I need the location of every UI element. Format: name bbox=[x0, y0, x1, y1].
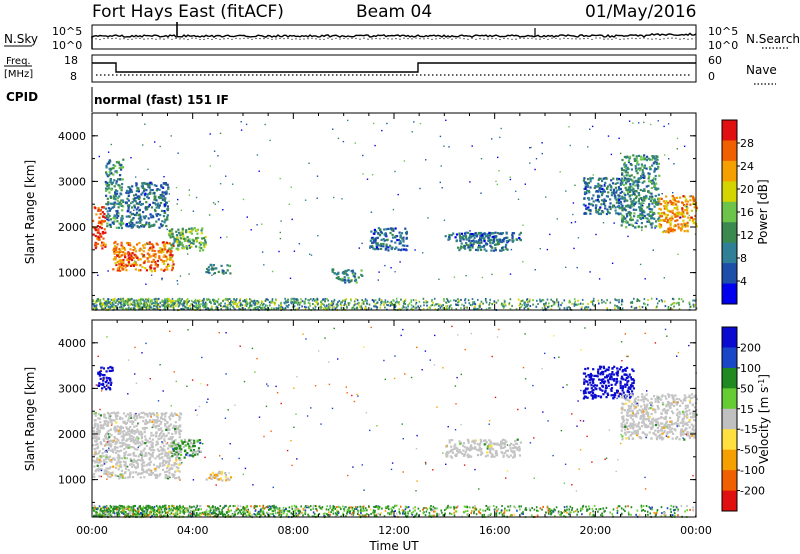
colorbar-tick-label: 20 bbox=[740, 183, 754, 196]
colorbar-segment bbox=[722, 449, 737, 471]
colorbar-tick-label: -200 bbox=[740, 485, 765, 498]
colorbar-segment bbox=[722, 429, 737, 451]
x-tick-label: 20:00 bbox=[579, 524, 611, 537]
cpid-label: CPID bbox=[6, 90, 38, 104]
colorbar-segment bbox=[722, 347, 737, 369]
colorbar-segment bbox=[722, 367, 737, 389]
colorbar-frame bbox=[721, 326, 738, 512]
velocity-colorbar: 200 100 50 15 -15 -50 -100 -200 bbox=[721, 326, 765, 512]
freq-label-2: [MHz] bbox=[4, 69, 33, 80]
colorbar-segment bbox=[722, 140, 737, 162]
velocity-cbar-label-exp: -1 bbox=[757, 379, 766, 387]
nsearch-label: N.Search bbox=[746, 32, 800, 46]
time-axis-labels: 00:00 04:00 08:00 12:00 16:00 20:00 00:00 bbox=[76, 524, 712, 537]
freq-label-1: Freq. bbox=[6, 56, 31, 67]
power-plot-frame bbox=[91, 112, 697, 311]
x-tick-label: 00:00 bbox=[680, 524, 712, 537]
colorbar-segment bbox=[722, 263, 737, 285]
noise-tick-bottom-right: 10^0 bbox=[708, 39, 738, 52]
power-axes: 1000 2000 3000 4000 bbox=[58, 112, 697, 310]
y-tick-label: 1000 bbox=[58, 267, 86, 280]
freq-traces bbox=[92, 62, 696, 76]
power-ylabel: Slant Range [km] bbox=[23, 160, 37, 264]
colorbar-segment bbox=[722, 160, 737, 182]
velocity-cbar-label-close: ] bbox=[757, 374, 771, 379]
colorbar-segment bbox=[722, 327, 737, 348]
colorbar-segment bbox=[722, 470, 737, 492]
y-tick-label: 3000 bbox=[58, 382, 86, 395]
colorbar-tick-label: 8 bbox=[740, 252, 747, 265]
noise-tick-top-right: 10^5 bbox=[708, 25, 738, 38]
nave-tick-top: 60 bbox=[708, 54, 722, 67]
y-tick-label: 3000 bbox=[58, 175, 86, 188]
power-colorbar-label: Power [dB] bbox=[756, 179, 770, 244]
colorbar-tick-label: -100 bbox=[740, 464, 765, 477]
velocity-scatter-data bbox=[92, 325, 698, 519]
colorbar-tick-label: 15 bbox=[740, 403, 754, 416]
x-tick-label: 00:00 bbox=[76, 524, 108, 537]
x-tick-label: 16:00 bbox=[479, 524, 511, 537]
colorbar-tick-label: -50 bbox=[740, 444, 758, 457]
y-tick-label: 4000 bbox=[58, 130, 86, 143]
power-panel: 1000 2000 3000 4000 Slant Range [km] 4 8 12 16… bbox=[23, 112, 770, 312]
x-tick-label: 04:00 bbox=[177, 524, 209, 537]
freq-tick-bottom: 8 bbox=[70, 70, 77, 83]
colorbar-segment bbox=[722, 408, 737, 430]
velocity-plot-frame bbox=[91, 319, 697, 518]
x-tick-label: 12:00 bbox=[378, 524, 410, 537]
velocity-colorbar-label: Velocity [m s-1] bbox=[757, 374, 771, 464]
colorbar-segment bbox=[722, 283, 737, 305]
cpid-value: normal (fast) 151 IF bbox=[94, 93, 229, 107]
velocity-cbar-label-text: Velocity [m s bbox=[757, 387, 771, 464]
colorbar-segment bbox=[722, 201, 737, 223]
nsky-trace bbox=[91, 32, 697, 39]
time-axis-title: Time UT bbox=[368, 539, 419, 553]
station-title: Fort Hays East (fitACF) bbox=[92, 2, 284, 22]
velocity-panel: 1000 2000 3000 4000 Slant Range [km] 200 100… bbox=[23, 319, 771, 519]
freq-panel bbox=[91, 54, 697, 83]
colorbar-tick-label: 24 bbox=[740, 160, 754, 173]
noise-tick-top-left: 10^5 bbox=[52, 25, 82, 38]
freq-trace bbox=[92, 62, 696, 73]
colorbar-tick-label: 16 bbox=[740, 206, 754, 219]
colorbar-tick-label: 12 bbox=[740, 229, 754, 242]
y-tick-label: 2000 bbox=[58, 428, 86, 441]
colorbar-segment bbox=[722, 181, 737, 203]
nave-tick-bottom: 0 bbox=[708, 70, 715, 83]
velocity-ylabel: Slant Range [km] bbox=[23, 367, 37, 471]
date-label: 01/May/2016 bbox=[585, 2, 697, 22]
colorbar-segment bbox=[722, 388, 737, 410]
nsearch-trace bbox=[91, 37, 697, 41]
colorbar-segment bbox=[722, 222, 737, 244]
y-tick-label: 1000 bbox=[58, 474, 86, 487]
power-colorbar: 4 8 12 16 20 24 28 bbox=[721, 119, 754, 305]
colorbar-tick-label: -15 bbox=[740, 423, 758, 436]
nave-label: Nave bbox=[746, 63, 777, 77]
y-tick-label: 2000 bbox=[58, 221, 86, 234]
colorbar-tick-label: 200 bbox=[740, 341, 761, 354]
colorbar-tick-label: 4 bbox=[740, 275, 747, 288]
y-tick-label: 4000 bbox=[58, 337, 86, 350]
colorbar-segment bbox=[722, 242, 737, 264]
power-scatter-data bbox=[92, 119, 698, 312]
colorbar-tick-label: 28 bbox=[740, 137, 754, 150]
freq-tick-top: 18 bbox=[64, 54, 78, 67]
noise-traces bbox=[91, 22, 697, 49]
colorbar-tick-label: 50 bbox=[740, 382, 754, 395]
x-tick-label: 08:00 bbox=[277, 524, 309, 537]
colorbar-segment bbox=[722, 120, 737, 141]
velocity-axes: 1000 2000 3000 4000 bbox=[58, 319, 697, 517]
colorbar-tick-label: 100 bbox=[740, 362, 761, 375]
colorbar-segment bbox=[722, 490, 737, 512]
noise-tick-bottom-left: 10^0 bbox=[52, 39, 82, 52]
beam-label: Beam 04 bbox=[356, 2, 432, 22]
nsky-label: N.Sky bbox=[4, 32, 38, 46]
